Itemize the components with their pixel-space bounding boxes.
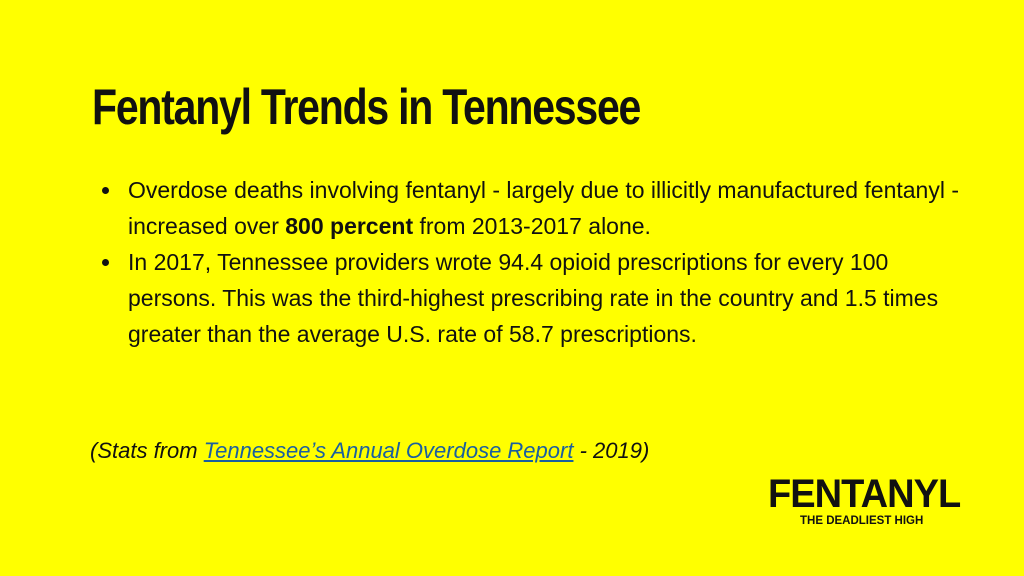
bullet-text-before: Overdose deaths involving fentanyl - lar… xyxy=(128,177,959,239)
bullet-dot-icon xyxy=(102,187,109,194)
bullet-bold-stat: 800 percent xyxy=(285,213,414,239)
source-report-link[interactable]: Tennessee’s Annual Overdose Report xyxy=(203,438,574,463)
bullet-dot-icon xyxy=(102,259,109,266)
fentanyl-logo: FENTANYL THE DEADLIEST HIGH xyxy=(768,474,968,530)
bullet-text: In 2017, Tennessee providers wrote 94.4 … xyxy=(128,249,939,347)
bullet-text-after: from 2013-2017 alone. xyxy=(413,213,651,239)
source-citation: (Stats from Tennessee’s Annual Overdose … xyxy=(90,438,649,464)
bullet-item-overdose-deaths: Overdose deaths involving fentanyl - lar… xyxy=(100,172,960,244)
bullet-list: Overdose deaths involving fentanyl - lar… xyxy=(100,172,960,352)
source-prefix: (Stats from xyxy=(90,438,204,463)
source-suffix: - 2019) xyxy=(573,438,650,463)
slide-title: Fentanyl Trends in Tennessee xyxy=(92,79,641,135)
logo-wordmark: FENTANYL xyxy=(768,472,961,516)
logo-tagline: THE DEADLIEST HIGH xyxy=(800,515,924,527)
bullet-item-prescriptions: In 2017, Tennessee providers wrote 94.4 … xyxy=(100,244,960,352)
